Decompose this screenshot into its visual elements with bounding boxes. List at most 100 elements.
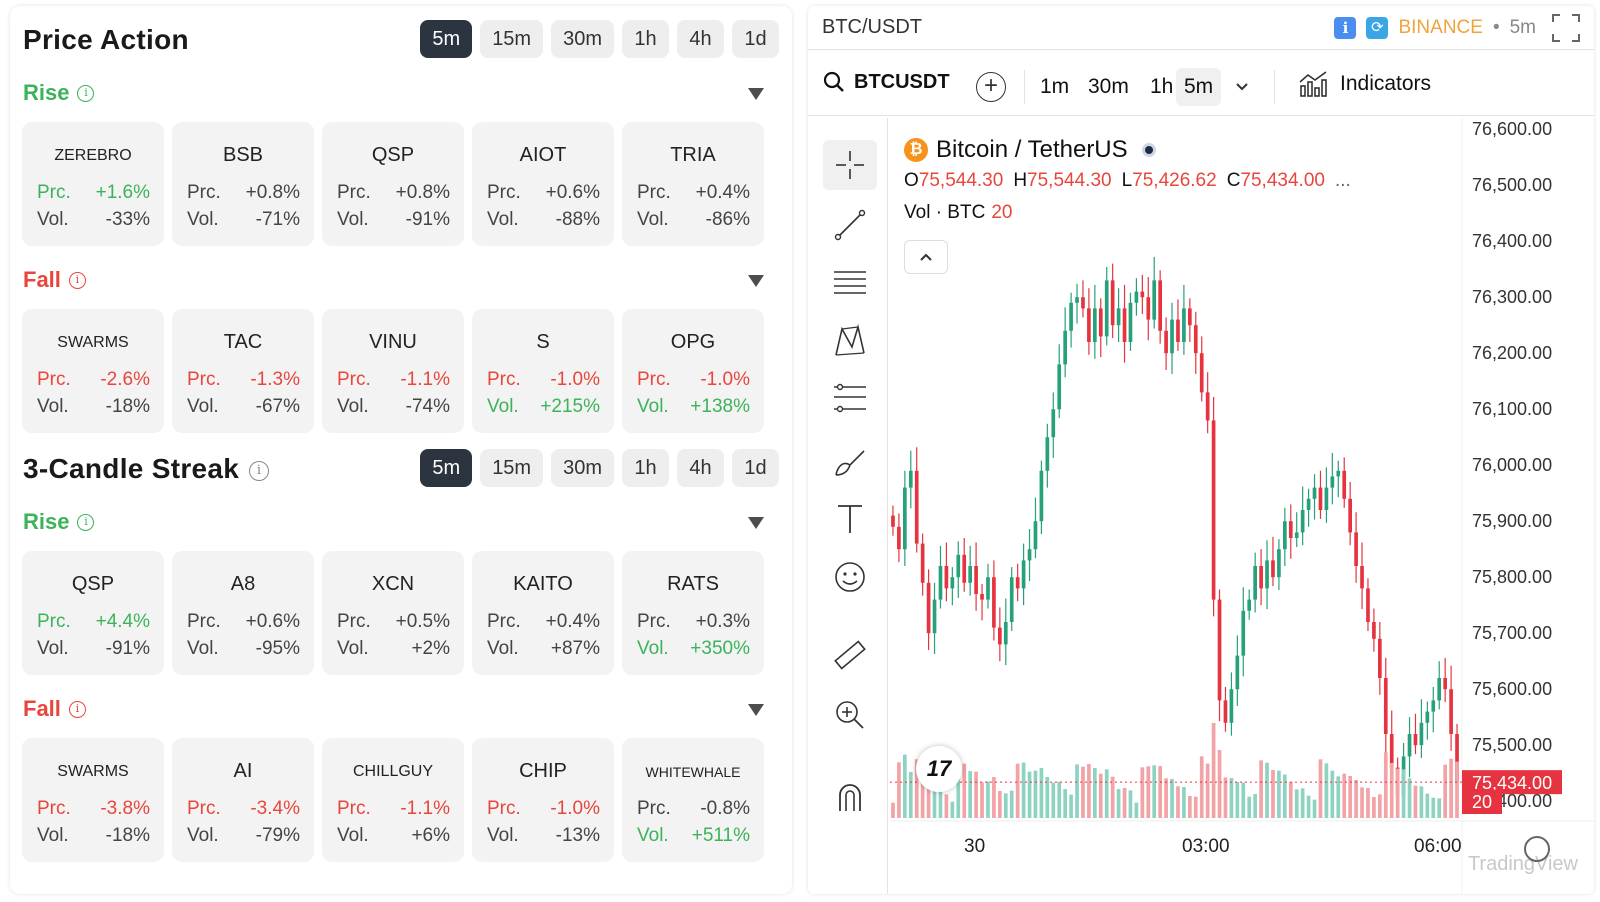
pa-fall-collapse-icon[interactable] — [748, 275, 764, 287]
candle — [1312, 474, 1317, 520]
ticker-card-a8[interactable]: A8 Prc. +0.6% Vol. -95% — [172, 551, 314, 675]
price-chart[interactable]: 76,600.00 76,500.00 76,400.00 76,300.00 76,2… — [890, 118, 1594, 894]
timeframe-button-1h[interactable]: 1h — [622, 20, 669, 58]
ticker-card-xcn[interactable]: XCN Prc. +0.5% Vol. +2% — [322, 551, 464, 675]
brush-tool-icon[interactable] — [823, 436, 877, 486]
info-badge-icon[interactable]: i — [1334, 17, 1357, 39]
text-tool-icon[interactable] — [823, 494, 877, 544]
ticker-card-tria[interactable]: TRIA Prc. +0.4% Vol. -86% — [622, 122, 764, 246]
ticker-card-s[interactable]: S Prc. -1.0% Vol. +215% — [472, 309, 614, 433]
fullscreen-icon[interactable] — [1552, 14, 1580, 42]
candle — [1164, 317, 1168, 370]
info-icon[interactable]: i — [68, 700, 86, 718]
price-tick-label: 76,300.00 — [1472, 287, 1552, 307]
info-icon[interactable]: i — [68, 271, 86, 289]
vol-value: +2% — [411, 638, 450, 659]
ticker-card-whitewhale[interactable]: WHITEWHALE Prc. -0.8% Vol. +511% — [622, 738, 764, 862]
info-icon[interactable]: i — [77, 513, 95, 531]
zoom-in-tool-icon[interactable] — [823, 690, 877, 740]
pattern-tool-icon[interactable] — [823, 316, 877, 366]
ohlc-more[interactable]: ... — [1334, 170, 1351, 191]
volume-bar — [950, 801, 955, 818]
volume-bar — [1413, 785, 1418, 818]
timeframe-button-4h[interactable]: 4h — [677, 449, 724, 487]
info-icon[interactable]: i — [77, 84, 95, 102]
timeframe-button-30m[interactable]: 30m — [551, 449, 614, 487]
tradingview-logo[interactable]: 17 — [916, 746, 962, 792]
crosshair-tool-icon[interactable] — [823, 140, 877, 190]
legend-collapse-button[interactable] — [904, 240, 948, 274]
vol-label: Vol. — [637, 209, 669, 230]
timeframe-dropdown-icon[interactable] — [1232, 76, 1252, 96]
current-volume-tag-bg — [1462, 790, 1502, 814]
forecast-tool-icon[interactable] — [823, 374, 877, 424]
prc-label: Prc. — [187, 369, 221, 390]
ticker-card-chillguy[interactable]: CHILLGUY Prc. -1.1% Vol. +6% — [322, 738, 464, 862]
candle — [1134, 278, 1139, 316]
chart-area[interactable]: 76,600.00 76,500.00 76,400.00 76,300.00 76,2… — [890, 118, 1594, 894]
toolbar-tf-5m[interactable]: 5m — [1176, 68, 1222, 106]
ticker-symbol: BSB — [222, 144, 264, 166]
ticker-symbol: TRIA — [670, 144, 716, 166]
refresh-badge-icon[interactable]: ⟳ — [1366, 17, 1389, 39]
symbol-search[interactable]: BTCUSDT — [822, 70, 950, 94]
ticker-card-qsp[interactable]: QSP Prc. +0.8% Vol. -91% — [322, 122, 464, 246]
volume-bar — [1199, 756, 1204, 818]
volume-bar — [1235, 782, 1240, 818]
ticker-card-aiot[interactable]: AIOT Prc. +0.6% Vol. -88% — [472, 122, 614, 246]
ticker-card-ai[interactable]: AI Prc. -3.4% Vol. -79% — [172, 738, 314, 862]
prc-label: Prc. — [487, 369, 521, 390]
ticker-card-kaito[interactable]: KAITO Prc. +0.4% Vol. +87% — [472, 551, 614, 675]
cs-rise-collapse-icon[interactable] — [748, 517, 764, 529]
timeframe-button-15m[interactable]: 15m — [480, 449, 544, 487]
vol-value: +215% — [540, 396, 600, 417]
prc-value: -1.0% — [550, 798, 600, 819]
candle — [1069, 292, 1073, 348]
prc-value: -1.0% — [550, 369, 600, 390]
pa-rise-collapse-icon[interactable] — [748, 88, 764, 100]
volume-bar — [1401, 769, 1406, 818]
magnet-tool-icon[interactable] — [823, 772, 877, 822]
ticker-card-swarms[interactable]: SWARMS Prc. -2.6% Vol. -18% — [22, 309, 164, 433]
ticker-card-qsp[interactable]: QSP Prc. +4.4% Vol. -91% — [22, 551, 164, 675]
timeframe-button-5m[interactable]: 5m — [420, 449, 473, 487]
emoji-tool-icon[interactable] — [823, 552, 877, 602]
trend-line-tool-icon[interactable] — [823, 200, 877, 250]
timeframe-button-5m[interactable]: 5m — [420, 20, 473, 58]
settings-gear-icon[interactable] — [1524, 836, 1550, 862]
ticker-card-bsb[interactable]: BSB Prc. +0.8% Vol. -71% — [172, 122, 314, 246]
info-icon[interactable]: i — [249, 460, 270, 481]
candle — [1128, 292, 1133, 351]
cs-fall-label: Fall i — [23, 696, 86, 722]
timeframe-button-1d[interactable]: 1d — [732, 449, 779, 487]
candle — [1324, 467, 1329, 523]
toolbar-tf-30m[interactable]: 30m — [1088, 75, 1129, 98]
volume-bar — [926, 774, 931, 818]
toolbar-tf-1h[interactable]: 1h — [1150, 75, 1174, 98]
prc-row: Prc. +1.6% — [37, 182, 150, 204]
ruler-tool-icon[interactable] — [823, 630, 877, 680]
timeframe-button-1d[interactable]: 1d — [732, 20, 779, 58]
prc-row: Prc. +0.6% — [187, 611, 300, 633]
timeframe-button-30m[interactable]: 30m — [551, 20, 614, 58]
ticker-card-zerebro[interactable]: ZEREBRO Prc. +1.6% Vol. -33% — [22, 122, 164, 246]
prc-value: -2.6% — [100, 369, 150, 390]
ticker-card-tac[interactable]: TAC Prc. -1.3% Vol. -67% — [172, 309, 314, 433]
cs-fall-collapse-icon[interactable] — [748, 704, 764, 716]
ticker-card-swarms[interactable]: SWARMS Prc. -3.8% Vol. -18% — [22, 738, 164, 862]
indicators-button[interactable]: Indicators — [1298, 70, 1431, 98]
volume-bar — [1152, 765, 1157, 818]
toolbar-tf-1m[interactable]: 1m — [1040, 75, 1070, 98]
drawing-toolbar — [808, 118, 888, 894]
compare-add-icon[interactable]: + — [976, 72, 1006, 102]
timeframe-button-4h[interactable]: 4h — [677, 20, 724, 58]
ticker-card-vinu[interactable]: VINU Prc. -1.1% Vol. -74% — [322, 309, 464, 433]
fib-retracement-tool-icon[interactable] — [823, 258, 877, 308]
price-tick-label: 75,500.00 — [1472, 735, 1552, 755]
timeframe-button-1h[interactable]: 1h — [622, 449, 669, 487]
timeframe-button-15m[interactable]: 15m — [480, 20, 544, 58]
ticker-card-opg[interactable]: OPG Prc. -1.0% Vol. +138% — [622, 309, 764, 433]
ticker-card-chip[interactable]: CHIP Prc. -1.0% Vol. -13% — [472, 738, 614, 862]
prc-row: Prc. +4.4% — [37, 611, 150, 633]
ticker-card-rats[interactable]: RATS Prc. +0.3% Vol. +350% — [622, 551, 764, 675]
